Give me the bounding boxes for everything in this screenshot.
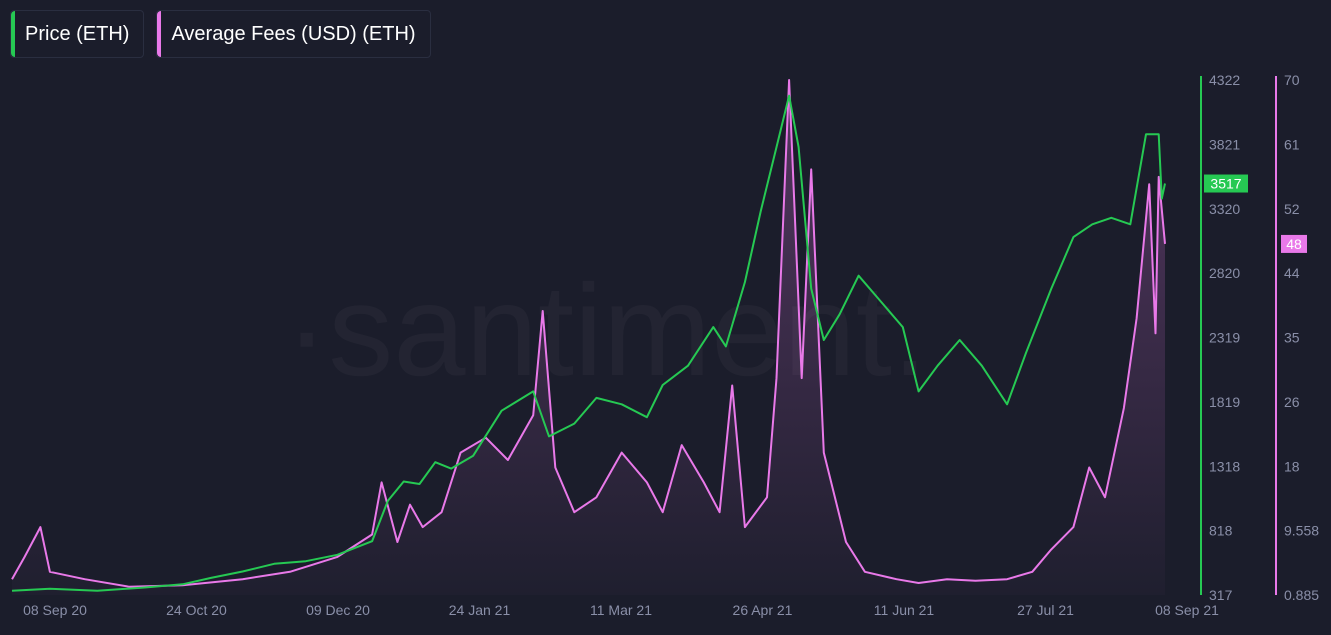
price-line[interactable] (11, 94, 1166, 592)
fees-tick-label: 70 (1284, 72, 1300, 88)
x-tick-label: 11 Mar 21 (590, 602, 652, 618)
chart-legend: Price (ETH) Average Fees (USD) (ETH) (10, 10, 431, 58)
price-tick-label: 4322 (1209, 72, 1240, 88)
x-tick-label: 26 Apr 21 (733, 602, 793, 618)
x-tick-label: 24 Jan 21 (449, 602, 511, 618)
watermark: ·santiment. (285, 257, 928, 403)
fees-tick-label: 44 (1284, 265, 1300, 281)
x-tick-label: 24 Oct 20 (166, 602, 227, 618)
x-tick-label: 08 Sep 20 (23, 602, 87, 618)
fees-current-label: 48 (1286, 236, 1302, 252)
fees-tick-label: 52 (1284, 201, 1300, 217)
fees-tick-label: 61 (1284, 136, 1300, 152)
fees-color-swatch (157, 11, 162, 57)
x-tick-label: 08 Sep 21 (1155, 602, 1219, 618)
fees-tick-label: 9.558 (1284, 523, 1319, 539)
price-tick-label: 3320 (1209, 201, 1240, 217)
price-current-badge (1204, 174, 1248, 193)
legend-label-fees: Average Fees (USD) (ETH) (171, 22, 416, 45)
price-tick-label: 3821 (1209, 136, 1240, 152)
price-current-label: 3517 (1210, 176, 1241, 192)
fees-current-badge (1281, 234, 1307, 253)
fees-tick-label: 0.885 (1284, 587, 1319, 603)
price-color-swatch (11, 11, 15, 57)
fees-tick-label: 18 (1284, 458, 1300, 474)
fees-tick-label: 26 (1284, 394, 1300, 410)
legend-label-price: Price (ETH) (25, 22, 130, 45)
legend-item-price[interactable]: Price (ETH) (10, 10, 145, 58)
price-tick-label: 2319 (1209, 330, 1240, 346)
price-tick-label: 317 (1209, 587, 1233, 603)
x-tick-label: 27 Jul 21 (1017, 602, 1074, 618)
x-tick-label: 09 Dec 20 (306, 602, 370, 618)
x-tick-label: 11 Jun 21 (874, 602, 935, 618)
legend-item-fees[interactable]: Average Fees (USD) (ETH) (156, 10, 431, 58)
price-tick-label: 818 (1209, 523, 1233, 539)
fees-tick-label: 35 (1284, 330, 1300, 346)
price-tick-label: 2820 (1209, 265, 1240, 281)
price-tick-label: 1819 (1209, 394, 1240, 410)
price-tick-label: 1318 (1209, 458, 1240, 474)
